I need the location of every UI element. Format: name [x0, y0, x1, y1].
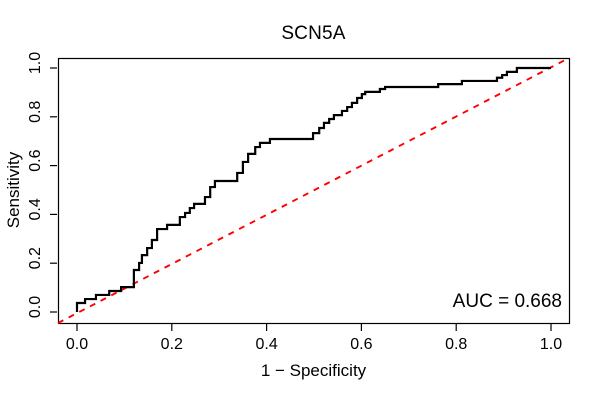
x-tick-label-0.4: 0.4	[255, 336, 277, 353]
chart-title: SCN5A	[281, 23, 346, 44]
auc-annotation: AUC = 0.668	[452, 291, 562, 312]
x-tick-label-1.0: 1.0	[540, 336, 562, 353]
y-tick-label-0.6: 0.6	[27, 149, 44, 171]
x-tick-label-0.8: 0.8	[445, 336, 467, 353]
x-tick-label-0.2: 0.2	[161, 336, 183, 353]
y-tick-label-0.4: 0.4	[27, 198, 44, 220]
y-tick-label-0.0: 0.0	[27, 296, 44, 318]
roc-curve-path	[75, 66, 551, 312]
plot-box	[57, 57, 571, 325]
x-tick-label-0.6: 0.6	[350, 336, 372, 353]
y-tick-label-0.8: 0.8	[27, 101, 44, 123]
y-axis-title: Sensitivity	[4, 151, 23, 229]
x-axis-title: 1 − Specificity	[260, 361, 367, 380]
y-tick-label-0.2: 0.2	[27, 247, 44, 269]
y-tick-label-1.0: 1.0	[27, 52, 44, 74]
x-tick-label-0.0: 0.0	[66, 336, 88, 353]
